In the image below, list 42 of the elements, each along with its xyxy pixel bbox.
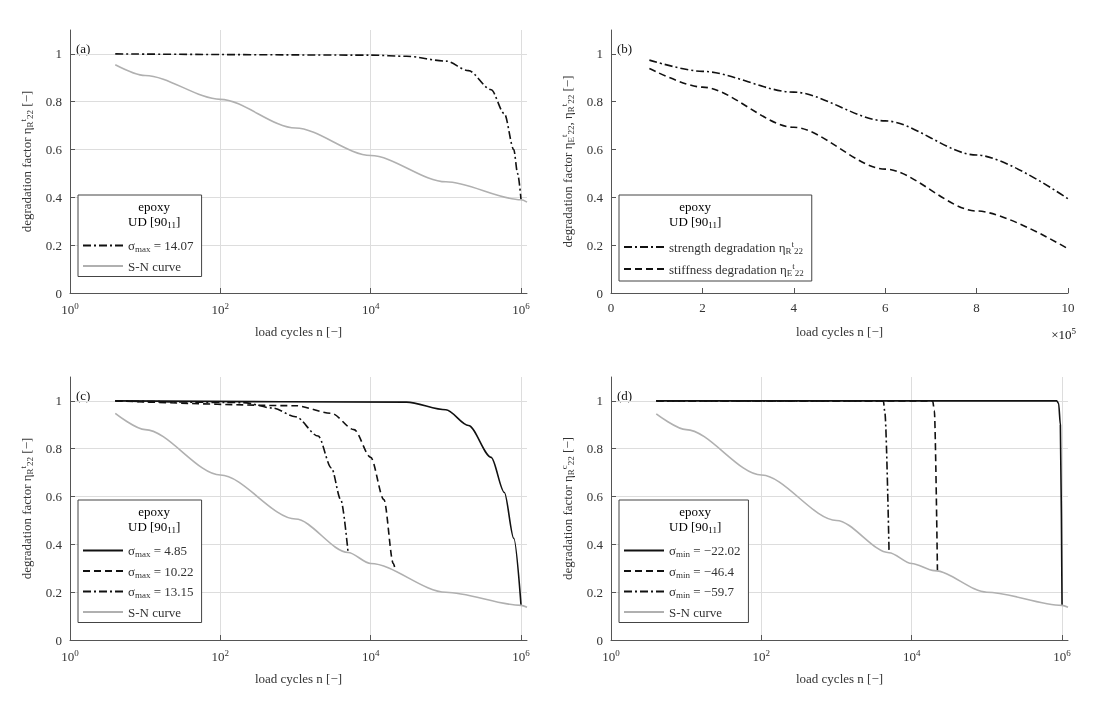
- x-tick-label: 0: [607, 300, 615, 315]
- y-tick-label: 0: [55, 285, 62, 301]
- y-tick-label: 0.6: [45, 489, 63, 505]
- x-tick-label: 2: [699, 300, 706, 315]
- x-axis-title: load cycles n [−]: [795, 671, 884, 686]
- y-tick-label: 1: [55, 46, 62, 62]
- y-tick-label: 0.4: [586, 189, 604, 205]
- y-tick-label: 1: [596, 46, 603, 62]
- x-tick-label: 6: [881, 300, 889, 315]
- y-tick-label: 0.6: [586, 489, 604, 505]
- y-tick-label: 0.2: [45, 237, 62, 253]
- legend-label: S-N curve: [128, 258, 182, 274]
- y-tick-label: 0.2: [45, 584, 62, 600]
- y-tick-label: 0: [55, 632, 62, 648]
- y-tick-label: 0.8: [45, 94, 62, 110]
- annotation: (b): [617, 41, 633, 56]
- y-axis-title: degradation factor ηRc22 [−]: [558, 436, 576, 581]
- y-tick-label: 0.4: [45, 536, 63, 552]
- y-tick-label: 1: [596, 393, 603, 409]
- y-tick-label: 0.2: [586, 237, 603, 253]
- y-tick-label: 0.8: [45, 441, 62, 457]
- y-tick-label: 0: [596, 632, 603, 648]
- y-axis-title: degradation factor ηRt22 [−]: [17, 90, 35, 233]
- y-axis-title: degradation factor ηRt22 [−]: [17, 437, 35, 580]
- text: degradation factor ηEt22, ηRt22 [−]: [558, 75, 576, 248]
- legend-label: S-N curve: [128, 604, 182, 620]
- y-tick-label: 0.8: [586, 441, 603, 457]
- y-tick-label: 0.2: [586, 584, 603, 600]
- legend-label: S-N curve: [669, 604, 723, 620]
- x-tick-label: 10: [1061, 300, 1075, 315]
- y-tick-label: 0.6: [45, 142, 63, 158]
- y-tick-label: 1: [55, 393, 62, 409]
- y-tick-label: 0.4: [45, 189, 63, 205]
- y-tick-label: 0.6: [586, 142, 604, 158]
- x-axis-title: load cycles n [−]: [254, 671, 343, 686]
- y-tick-label: 0.8: [586, 94, 603, 110]
- x-axis-title: load cycles n [−]: [254, 324, 343, 339]
- y-tick-label: 0.4: [586, 536, 604, 552]
- x-tick-label: 8: [973, 300, 980, 315]
- x-axis-title: load cycles n [−]: [795, 324, 884, 339]
- x-tick-label: 4: [790, 300, 798, 315]
- y-tick-label: 0: [596, 285, 603, 301]
